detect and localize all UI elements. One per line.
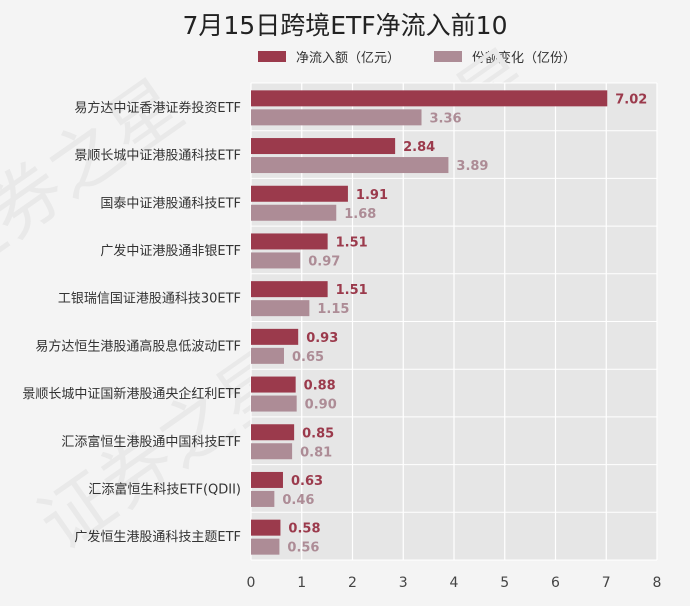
bar-net-inflow — [251, 376, 296, 393]
x-tick-label: 2 — [348, 575, 357, 591]
bar-net-inflow — [251, 281, 328, 298]
data-label-share-change: 0.46 — [282, 493, 314, 508]
data-label-share-change: 0.56 — [287, 541, 319, 556]
category-labels: 易方达中证香港证券投资ETF 景顺长城中证港股通科技ETF 国泰中证港股通科技ETF… — [22, 100, 241, 545]
data-label-share-change: 0.65 — [292, 350, 324, 365]
data-label-net-inflow: 1.51 — [336, 235, 368, 250]
bar-net-inflow — [251, 233, 328, 250]
x-tick-label: 1 — [297, 575, 306, 591]
category-label: 景顺长城中证港股通科技ETF — [74, 149, 241, 164]
category-label: 汇添富恒生港股通中国科技ETF — [61, 434, 241, 450]
category-label: 国泰中证港股通科技ETF — [100, 196, 241, 211]
x-tick-label: 8 — [653, 575, 662, 591]
data-label-net-inflow: 7.02 — [615, 92, 647, 107]
data-label-net-inflow: 0.93 — [306, 331, 338, 346]
x-tick-label: 6 — [551, 575, 560, 591]
category-label: 广发中证港股通非银ETF — [100, 243, 241, 259]
data-label-net-inflow: 2.84 — [403, 140, 435, 155]
bar-share-change — [251, 538, 280, 555]
data-label-net-inflow: 1.91 — [356, 188, 388, 203]
legend-item-share-change: 份额变化（亿份） — [434, 47, 576, 66]
bar-net-inflow — [251, 424, 295, 441]
bar-share-change — [251, 252, 301, 269]
bar-share-change — [251, 109, 422, 126]
data-label-net-inflow: 0.63 — [291, 474, 323, 489]
bar-net-inflow — [251, 90, 608, 107]
legend-swatch-net-inflow — [258, 51, 286, 62]
x-tick-label: 4 — [450, 575, 459, 591]
bar-share-change — [251, 347, 284, 364]
bar-share-change — [251, 443, 293, 460]
category-label: 汇添富恒生科技ETF(QDII) — [88, 481, 241, 497]
bars — [251, 90, 608, 555]
category-label: 工银瑞信国证港股通科技30ETF — [58, 292, 241, 307]
data-label-share-change: 3.89 — [456, 159, 488, 174]
legend-label-share-change: 份额变化（亿份） — [472, 51, 577, 66]
data-labels: 7.02 3.36 2.84 3.89 1.91 1.68 1.51 0.97 1.51 1.15… — [282, 92, 647, 555]
bar-net-inflow — [251, 519, 281, 536]
x-tick-label: 0 — [247, 575, 256, 591]
bar-net-inflow — [251, 471, 283, 488]
category-label: 广发恒生港股通科技主题ETF — [74, 529, 241, 545]
data-label-share-change: 1.15 — [317, 302, 349, 317]
legend-item-net-inflow: 净流入额（亿元） — [258, 47, 400, 66]
data-label-share-change: 0.97 — [308, 254, 340, 269]
data-label-net-inflow: 1.51 — [336, 283, 368, 298]
bar-share-change — [251, 157, 449, 174]
legend-swatch-share-change — [434, 51, 463, 62]
bar-net-inflow — [251, 138, 396, 155]
bar-share-change — [251, 300, 310, 317]
bar-share-change — [251, 395, 297, 412]
bar-net-inflow — [251, 185, 348, 202]
category-label: 易方达中证香港证券投资ETF — [74, 100, 241, 116]
data-label-share-change: 1.68 — [344, 207, 376, 222]
category-label: 景顺长城中证国新港股通央企红利ETF — [22, 386, 241, 402]
category-label: 易方达恒生港股通高股息低波动ETF — [35, 338, 241, 354]
bar-net-inflow — [251, 328, 299, 345]
x-tick-label: 7 — [602, 575, 611, 591]
legend: 净流入额（亿元） 份额变化（亿份） — [258, 47, 610, 66]
bar-share-change — [251, 490, 275, 507]
data-label-share-change: 0.90 — [305, 398, 337, 413]
legend-label-net-inflow: 净流入额（亿元） — [296, 51, 401, 66]
data-label-share-change: 0.81 — [300, 445, 332, 460]
data-label-net-inflow: 0.88 — [304, 379, 336, 394]
bar-share-change — [251, 204, 337, 221]
watermark-text: 证券之星 — [0, 63, 198, 297]
data-label-net-inflow: 0.58 — [288, 522, 320, 537]
x-axis-ticks: 0 1 2 3 4 5 6 7 8 — [247, 575, 662, 591]
x-tick-label: 3 — [399, 575, 408, 591]
data-label-net-inflow: 0.85 — [302, 426, 334, 441]
data-label-share-change: 3.36 — [430, 111, 462, 126]
chart-title: 7月15日跨境ETF净流入前10 — [182, 11, 508, 40]
x-tick-label: 5 — [500, 575, 509, 591]
